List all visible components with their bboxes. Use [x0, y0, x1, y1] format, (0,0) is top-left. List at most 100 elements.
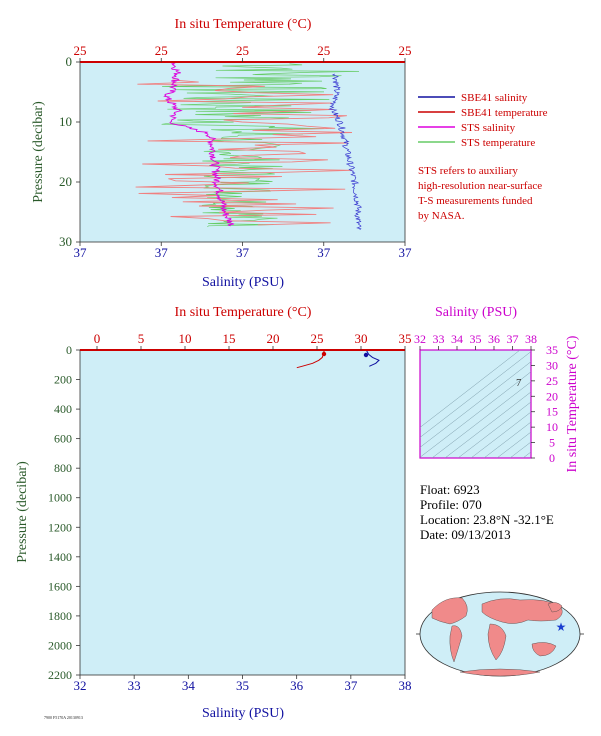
density-contour [420, 361, 531, 448]
legend-item-sts-salinity: STS salinity [418, 122, 516, 134]
tick-label: 25 [317, 43, 330, 58]
tick-label: 37 [399, 245, 413, 260]
legend-note-line: by NASA. [418, 210, 465, 222]
tick-label: 37 [74, 245, 88, 260]
tick-label: 10 [546, 420, 558, 434]
tick-label: 32 [74, 678, 87, 693]
ts-panel-salinity-ticks: 32 33 34 35 36 37 38 [414, 332, 537, 350]
float-location-star-icon: ★ [556, 620, 567, 634]
tick-label: 5 [138, 331, 145, 346]
top-panel-pressure-ticks: 0 10 20 30 [59, 54, 80, 249]
legend-note: STS refers to auxiliary high-resolution … [418, 165, 542, 222]
tick-label: 33 [433, 332, 445, 346]
bottom-panel-bottom-axis-title: Salinity (PSU) [202, 706, 284, 721]
bottom-panel: In situ Temperature (°C) 0 5 10 15 20 25 30 35 … [15, 305, 412, 721]
tick-label: 0 [94, 331, 101, 346]
density-contour [457, 401, 531, 458]
bottom-panel-pressure-ticks: 0 200 400 600 800 1000 1200 1400 1600 1800 2000 220… [48, 343, 80, 682]
top-panel-left-axis-title: Pressure (decibar) [31, 101, 46, 203]
tick-label: 20 [546, 389, 558, 403]
tick-label: 0 [66, 343, 72, 357]
series-sbe41-salinity [328, 73, 362, 230]
tick-label: 600 [54, 432, 72, 446]
series-sbe41-temperature [135, 79, 353, 226]
ts-density-label: 7 [516, 377, 522, 389]
tick-label: 37 [236, 245, 250, 260]
ts-density-contours [420, 350, 531, 458]
legend-label: STS salinity [461, 122, 516, 134]
tick-label: 30 [355, 331, 368, 346]
tick-label: 37 [155, 245, 169, 260]
legend-label: SBE41 salinity [461, 92, 528, 104]
bottom-plot-series [296, 349, 380, 369]
density-contour [522, 451, 531, 458]
tick-label: 800 [54, 461, 72, 475]
legend-item-sbe41-salinity: SBE41 salinity [418, 92, 528, 104]
legend-item-sts-temperature: STS temperature [418, 137, 535, 149]
tick-label: 33 [128, 678, 141, 693]
tick-label: 1600 [48, 579, 72, 593]
bottom-panel-temperature-ticks: 0 5 10 15 20 25 30 35 [94, 331, 412, 350]
tick-label: 5 [549, 436, 555, 450]
tick-label: 400 [54, 402, 72, 416]
series-sbe41-salinity [365, 349, 380, 367]
top-panel-temperature-ticks: 25 25 25 25 25 [74, 43, 412, 62]
legend: SBE41 salinity SBE41 temperature STS sal… [418, 92, 548, 222]
tick-label: 25 [311, 331, 324, 346]
tick-label: 34 [182, 678, 196, 693]
top-panel-salinity-ticks: 37 37 37 37 37 [74, 242, 413, 260]
tick-label: 37 [507, 332, 519, 346]
legend-item-sbe41-temperature: SBE41 temperature [418, 107, 548, 119]
tick-label: 25 [236, 43, 249, 58]
tick-label: 35 [546, 343, 558, 357]
salinity-surface-marker [363, 352, 369, 358]
world-map: ★ [416, 591, 584, 677]
legend-label: SBE41 temperature [461, 107, 548, 119]
tick-label: 1000 [48, 491, 72, 505]
bottom-panel-left-axis-title: Pressure (decibar) [15, 461, 30, 563]
tick-label: 38 [525, 332, 537, 346]
tick-label: 1200 [48, 520, 72, 534]
tick-label: 36 [488, 332, 500, 346]
tick-label: 20 [267, 331, 280, 346]
tick-label: 36 [290, 678, 304, 693]
tick-label: 1800 [48, 609, 72, 623]
legend-note-line: high-resolution near-surface [418, 180, 542, 192]
tick-label: 35 [470, 332, 482, 346]
legend-note-line: STS refers to auxiliary [418, 165, 518, 177]
tick-label: 200 [54, 373, 72, 387]
density-contour [431, 381, 531, 458]
legend-note-line: T-S measurements funded [418, 195, 533, 207]
density-contour [509, 441, 531, 458]
tick-label: 37 [317, 245, 331, 260]
tick-label: 25 [74, 43, 87, 58]
legend-label: STS temperature [461, 137, 535, 149]
density-contour [420, 350, 521, 428]
bottom-panel-top-axis-title: In situ Temperature (°C) [175, 305, 312, 320]
tick-label: 25 [155, 43, 168, 58]
tick-label: 20 [59, 174, 72, 189]
top-plot-series [135, 62, 362, 230]
tick-label: 15 [546, 405, 558, 419]
tick-label: 0 [549, 451, 555, 465]
top-panel-bottom-axis-title: Salinity (PSU) [202, 275, 284, 290]
ts-plot-background [419, 349, 532, 459]
top-panel-top-axis-title: In situ Temperature (°C) [175, 17, 312, 32]
profile-date: Date: 09/13/2013 [420, 527, 511, 542]
tick-label: 35 [399, 331, 412, 346]
density-contour [420, 351, 531, 438]
tick-label: 30 [59, 234, 72, 249]
density-contour [496, 431, 531, 458]
tick-label: 2000 [48, 638, 72, 652]
tick-label: 32 [414, 332, 426, 346]
tick-label: 25 [546, 374, 558, 388]
tick-label: 15 [223, 331, 236, 346]
tick-label: 10 [179, 331, 192, 346]
profile-number: Profile: 070 [420, 497, 482, 512]
bottom-plot-background [79, 349, 406, 676]
series-sts-salinity [163, 62, 235, 227]
tick-label: 0 [66, 54, 73, 69]
